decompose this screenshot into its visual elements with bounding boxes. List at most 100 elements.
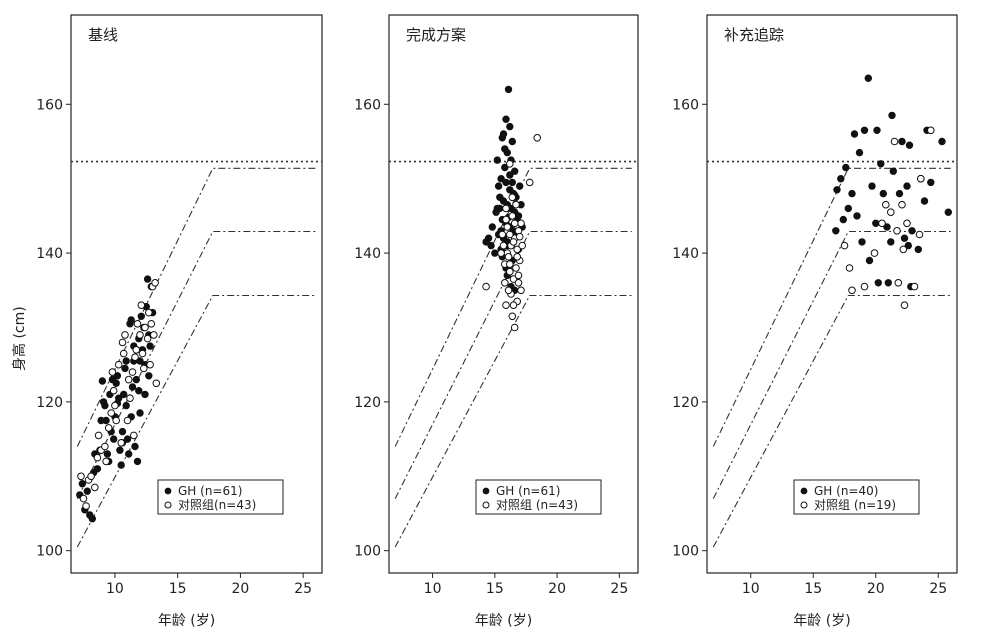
gh-point [487,241,495,250]
control-point [498,230,507,239]
gh-point [499,130,508,138]
gh-point [832,227,840,235]
control-point [890,137,899,146]
control-point [104,424,113,432]
panel-title: 补充追踪 [724,26,784,44]
gh-point [135,387,143,395]
control-point [119,349,128,358]
gh-point [844,204,852,213]
gh-point [118,427,127,436]
gh-point [868,182,876,190]
control-point [93,453,102,462]
control-point [903,219,911,228]
control-point [79,494,88,503]
gh-point [116,446,124,454]
gh-point [132,375,140,384]
control-point [502,204,510,213]
control-point [514,271,523,280]
reference-curve-1 [76,167,316,447]
y-tick-label: 140 [354,246,381,262]
control-point [900,301,909,310]
control-point [138,349,147,358]
control-point [147,320,156,328]
control-point [508,312,517,321]
gh-point [944,208,952,216]
gh-point [927,178,935,187]
legend-label-gh: GH (n=61) [178,484,242,498]
control-point [497,249,505,257]
control-point [518,241,527,250]
control-point [882,200,890,209]
control-point [150,331,158,339]
control-point [898,200,906,209]
control-point [499,241,508,250]
gh-point [131,442,139,451]
control-point [870,249,879,257]
gh-point [109,435,118,443]
control-point [915,230,924,239]
control-point [513,252,522,261]
control-point [504,252,513,261]
legend-label-control: 对照组(n=43) [178,498,256,512]
control-point [508,212,517,220]
gh-point [858,238,866,246]
control-point [101,442,109,451]
control-point [515,232,524,241]
x-tick-label: 10 [424,581,442,597]
control-point [143,334,152,343]
gh-point [502,178,510,187]
control-point [114,360,123,369]
gh-point [504,85,513,94]
control-point [513,245,522,254]
gh-point [136,409,144,417]
legend-marker-gh [164,487,172,495]
control-point [894,279,903,287]
x-tick-label: 20 [548,581,566,597]
control-point [124,375,133,384]
gh-point [516,182,524,190]
gh-point [137,312,145,320]
x-tick-label: 10 [742,581,760,597]
control-point [525,178,534,187]
control-point [146,360,154,369]
control-point [845,264,854,272]
gh-point [873,126,881,134]
control-point [927,126,935,135]
y-tick-label: 120 [36,395,63,411]
gh-point [127,316,135,324]
control-point [512,200,520,209]
gh-point [904,241,912,250]
reference-curve-1 [394,167,632,447]
control-point [910,282,919,291]
control-point [509,275,518,283]
gh-point [842,163,850,172]
gh-point [484,234,493,242]
gh-point [112,379,120,387]
control-point [77,472,85,481]
control-point [501,279,509,287]
gh-point [883,223,891,231]
control-point [508,193,517,202]
control-point [94,431,103,440]
gh-point [914,245,922,254]
legend-label-gh: GH (n=61) [496,484,560,498]
gh-point [508,137,516,146]
control-point [509,238,518,246]
gh-point [143,275,152,283]
control-point [123,416,132,425]
gh-point [865,256,874,265]
x-tick-label: 15 [169,581,187,597]
control-point [502,301,510,310]
control-point [504,286,513,295]
control-point [917,174,925,183]
control-point [502,215,510,224]
control-point [482,282,490,291]
control-point [108,368,117,376]
y-tick-label: 120 [672,395,699,411]
y-tick-label: 100 [354,544,381,560]
control-point [506,260,514,269]
legend-marker-control [164,501,172,509]
legend-marker-control [800,501,808,509]
